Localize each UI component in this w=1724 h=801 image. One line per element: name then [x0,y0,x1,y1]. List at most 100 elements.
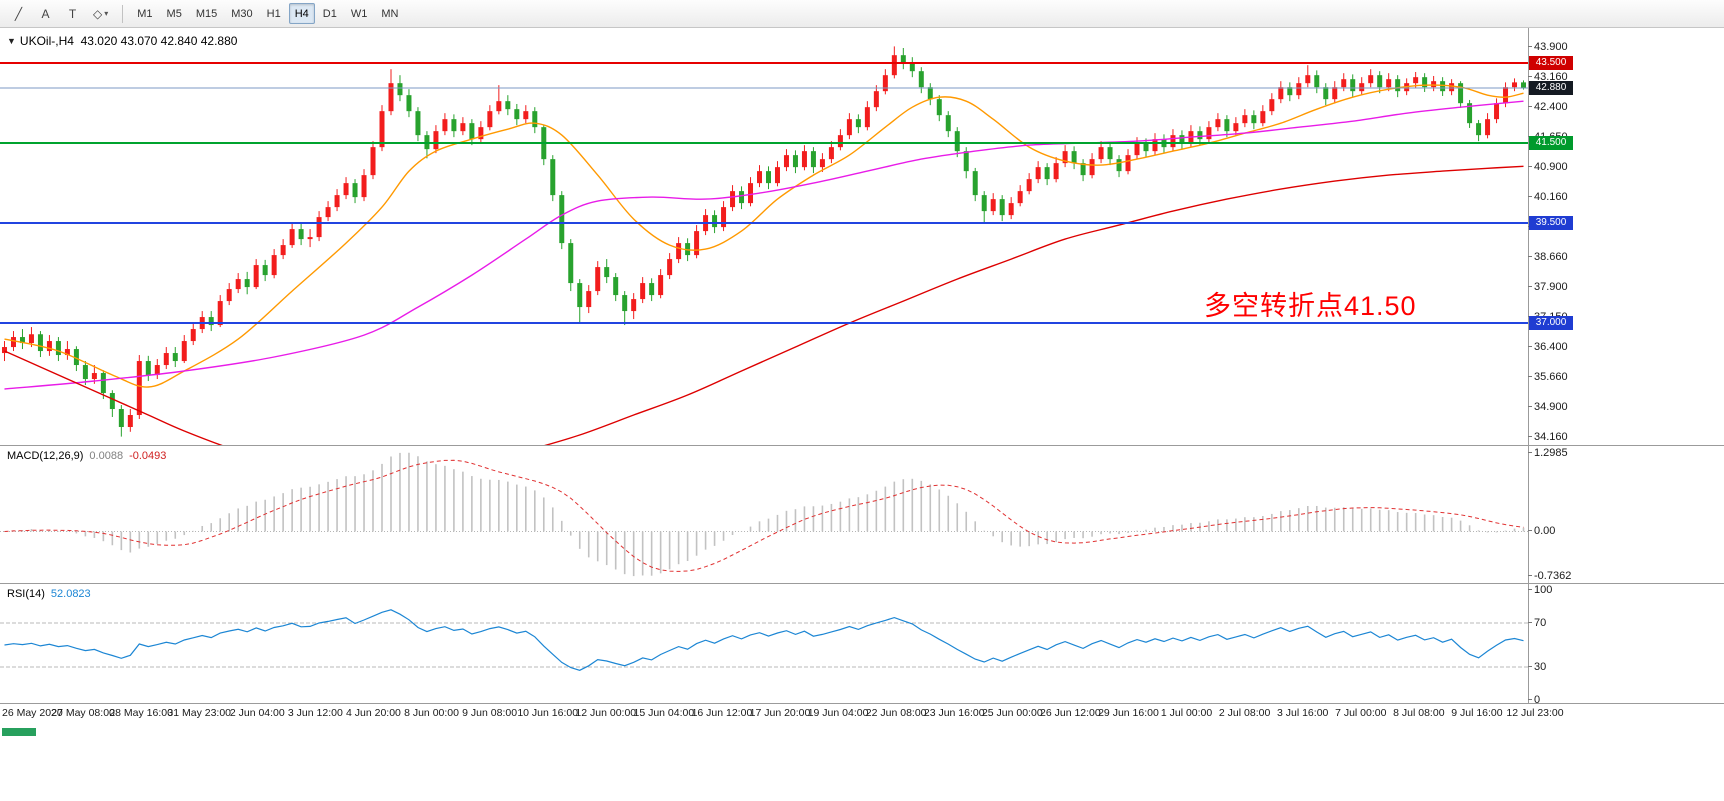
trendline-tool-icon: ╱ [14,6,23,21]
rsi-axis-label: 100 [1527,584,1553,597]
time-axis-label: 31 May 23:00 [167,707,232,719]
rsi-indicator-panel: RSI(14) 52.0823 [0,584,1528,703]
price-axis-label: 40.900 [1528,161,1568,174]
macd-indicator-panel: MACD(12,26,9) 0.0088 -0.0493 [0,446,1528,583]
price-scale-border [1528,28,1529,703]
rsi-name: RSI(14) [7,588,45,600]
text-tool-button[interactable]: A [33,3,58,24]
time-axis-label: 28 May 16:00 [109,707,173,719]
time-axis-label: 25 Jun 00:00 [981,707,1043,719]
shapes-tool-button[interactable]: ◇ ▾ [87,3,114,24]
macd-name: MACD(12,26,9) [7,450,84,462]
timeframe-button-m15[interactable]: M15 [190,3,223,24]
time-axis-label: 26 May 2020 [2,707,63,719]
time-axis-label: 4 Jun 20:00 [346,707,401,719]
chart-title: ▼ UKOil-,H4 43.020 43.070 42.840 42.880 [7,34,237,48]
time-axis-label: 12 Jul 23:00 [1506,707,1564,719]
macd-axis-label: 1.2985 [1528,446,1568,459]
candles [1,46,1527,437]
time-axis-label: 22 Jun 08:00 [865,707,927,719]
time-scale[interactable]: 26 May 2020 27 May 08:00 28 May 16:00 31 Ma… [0,703,1724,723]
time-axis-label: 3 Jun 12:00 [287,707,343,719]
price-axis-label: 42.400 [1528,101,1568,114]
panel-resize-separator[interactable] [0,583,1724,584]
level-price-badge: 41.500 [1529,136,1573,151]
rsi-label: RSI(14) 52.0823 [7,588,91,600]
time-axis-label: 19 Jun 04:00 [807,707,869,719]
drawing-tools-group: ╱ A T ◇ ▾ [5,3,115,24]
price-scale[interactable]: 43.90043.16042.40041.65040.90040.16039.4… [1527,28,1724,707]
time-scale-separator [0,703,1724,704]
toolbar: ╱ A T ◇ ▾ M1 M5 M15 M30 H1 H4 D1 W1 MN [0,0,1724,28]
current-price-badge: 42.880 [1529,80,1573,95]
time-axis-label: 17 Jun 20:00 [749,707,811,719]
shapes-tool-icon: ◇ [93,6,103,21]
timeframe-button-w1[interactable]: W1 [345,3,374,24]
ma-mid-line [4,100,1524,390]
level-price-badge: 37.000 [1529,316,1573,331]
macd-axis-label: 0.00 [1527,525,1556,538]
h-scrollbar-thumb[interactable] [2,728,36,736]
time-axis-label: 1 Jul 00:00 [1160,707,1213,719]
time-axis-label: 2 Jul 08:00 [1218,707,1271,719]
ma-slow-line [4,165,1524,445]
chart-symbol-timeframe: UKOil-,H4 [19,34,74,48]
candlestick-plot[interactable] [0,28,1528,445]
price-axis-label: 37.900 [1528,281,1568,294]
text-label-tool-button[interactable]: T [60,3,85,24]
macd-label: MACD(12,26,9) 0.0088 -0.0493 [7,450,166,462]
symbol-dropdown-icon[interactable]: ▼ [7,36,16,46]
time-axis-label: 10 Jun 16:00 [517,707,579,719]
macd-main-value: 0.0088 [89,450,124,462]
rsi-axis-label: 70 [1527,617,1547,630]
trendline-tool-button[interactable]: ╱ [6,3,31,24]
timeframe-button-mn[interactable]: MN [375,3,404,24]
chart-annotation-text[interactable]: 多空转折点41.50 [1204,291,1417,321]
price-axis-label: 34.900 [1528,401,1568,414]
time-axis-label: 29 Jun 16:00 [1098,707,1159,719]
time-axis-label: 8 Jul 08:00 [1393,707,1445,719]
macd-signal-line [4,459,1524,572]
time-axis-label: 16 Jun 12:00 [691,707,753,719]
time-axis-label: 8 Jun 00:00 [404,707,459,719]
macd-histogram [3,452,1525,577]
time-axis-label: 9 Jun 08:00 [462,707,518,719]
rsi-line [4,609,1524,671]
time-axis-label: 26 Jun 12:00 [1040,707,1101,719]
timeframe-button-m1[interactable]: M1 [131,3,158,24]
timeframe-button-h1[interactable]: H1 [261,3,287,24]
time-axis-label: 9 Jul 16:00 [1451,707,1503,719]
price-axis-label: 36.400 [1528,341,1568,354]
rsi-axis-label: 30 [1527,661,1547,674]
panel-resize-separator[interactable] [0,445,1724,446]
toolbar-separator [122,4,124,23]
macd-plot[interactable] [0,446,1528,583]
time-axis-label: 7 Jul 00:00 [1335,707,1387,719]
level-price-badge: 39.500 [1529,216,1573,231]
ma-fast-line [4,84,1524,388]
price-axis-label: 43.160 [1528,70,1568,83]
rsi-value: 52.0823 [50,588,91,600]
macd-signal-value: -0.0493 [129,450,167,462]
price-axis-label: 43.900 [1528,41,1568,54]
timeframes-group: M1 M5 M15 M30 H1 H4 D1 W1 MN [130,3,405,24]
timeframe-button-d1[interactable]: D1 [317,3,343,24]
time-axis-label: 3 Jul 16:00 [1277,707,1329,719]
price-axis-label: 40.160 [1528,190,1568,203]
rsi-axis-label: 0 [1527,694,1541,707]
timeframe-button-m30[interactable]: M30 [225,3,258,24]
time-axis-label: 15 Jun 04:00 [633,707,695,719]
chart-ohlc-values: 43.020 43.070 42.840 42.880 [80,34,238,48]
time-axis-label: 23 Jun 16:00 [923,707,985,719]
dropdown-caret-icon: ▾ [104,9,109,18]
timeframe-button-m5[interactable]: M5 [161,3,188,24]
time-axis-label: 12 Jun 00:00 [575,707,637,719]
timeframe-button-h4[interactable]: H4 [288,3,315,24]
time-axis-label: 27 May 08:00 [51,707,115,719]
macd-axis-label: -0.7362 [1527,570,1572,583]
text-label-tool-icon: T [68,6,77,21]
price-axis-label: 38.660 [1528,250,1568,263]
price-chart-panel: ▼ UKOil-,H4 43.020 43.070 42.840 42.880 多… [0,28,1528,445]
rsi-plot[interactable] [0,584,1528,703]
